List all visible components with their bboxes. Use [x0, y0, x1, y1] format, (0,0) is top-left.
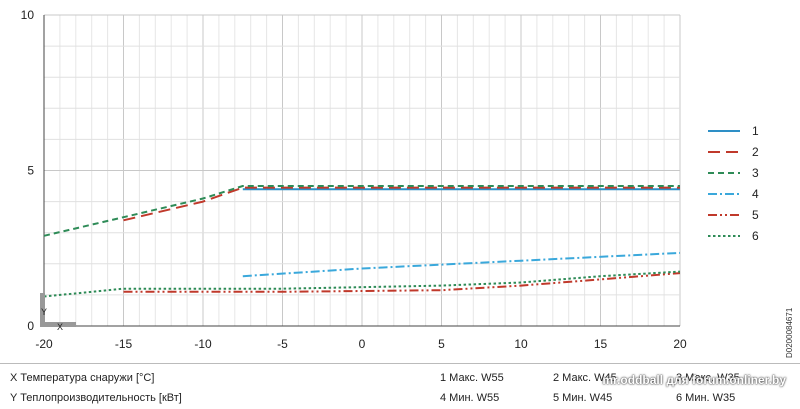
legend-label-6: 6: [752, 229, 759, 243]
chart-legend: 1 2 3 4 5 6: [708, 124, 759, 243]
watermark: mr.oddball для forum.onliner.by: [602, 373, 786, 387]
x-tick-label: -5: [277, 337, 288, 351]
legend-label-2: 2: [752, 145, 759, 159]
legend-caption-6: 6 Мин. W35: [676, 392, 736, 404]
heat-output-chart: -20 -15 -10 -5 0 5 10 15 20 0 5 10 1 2 3 4 5 6 Y X D0200…: [21, 8, 794, 358]
series-line-4: [242, 251, 681, 278]
x-axis-tag: X: [57, 322, 63, 332]
y-axis-tag-bar: [40, 293, 45, 325]
y-axis-caption: Y Теплопроизводительность [кВт]: [10, 392, 182, 404]
tick-labels: -20 -15 -10 -5 0 5 10 15 20 0 5 10: [21, 8, 687, 351]
legend-label-3: 3: [752, 166, 759, 180]
legend-label-4: 4: [752, 187, 759, 201]
x-tick-label: -10: [194, 337, 212, 351]
x-tick-label: 10: [514, 337, 528, 351]
y-tick-label: 10: [21, 8, 35, 22]
series-line-5: [123, 272, 681, 293]
legend-label-5: 5: [752, 208, 759, 222]
legend-caption-4: 4 Мин. W55: [440, 392, 500, 404]
x-axis-caption: X Температура снаружи [°C]: [10, 372, 155, 384]
series-line-6: [43, 270, 681, 298]
axis-corner-marker: Y X: [40, 293, 76, 332]
x-tick-label: 20: [673, 337, 687, 351]
x-tick-label: 5: [438, 337, 445, 351]
x-tick-label: -15: [115, 337, 133, 351]
y-tick-label: 5: [27, 164, 34, 178]
y-tick-label: 0: [27, 319, 34, 333]
legend-caption-1: 1 Макс. W55: [440, 372, 504, 384]
legend-caption-3: 3 Макс. W35: [676, 372, 740, 384]
legend-caption-2: 2 Макс. W45: [553, 372, 617, 384]
x-tick-label: 0: [359, 337, 366, 351]
chart-grid: [43, 14, 681, 327]
legend-label-1: 1: [752, 124, 759, 138]
series-line-3: [43, 185, 680, 237]
y-axis-tag: Y: [41, 307, 47, 317]
side-code: D0200084671: [785, 307, 794, 358]
footer-separator: [0, 363, 800, 364]
chart-axes: [43, 15, 680, 327]
x-tick-label: -20: [35, 337, 53, 351]
x-tick-label: 15: [594, 337, 608, 351]
x-axis-tag-bar: [40, 322, 76, 327]
series-line-2: [123, 186, 680, 222]
legend-caption-5: 5 Мин. W45: [553, 392, 613, 404]
series-layer: [43, 185, 681, 298]
